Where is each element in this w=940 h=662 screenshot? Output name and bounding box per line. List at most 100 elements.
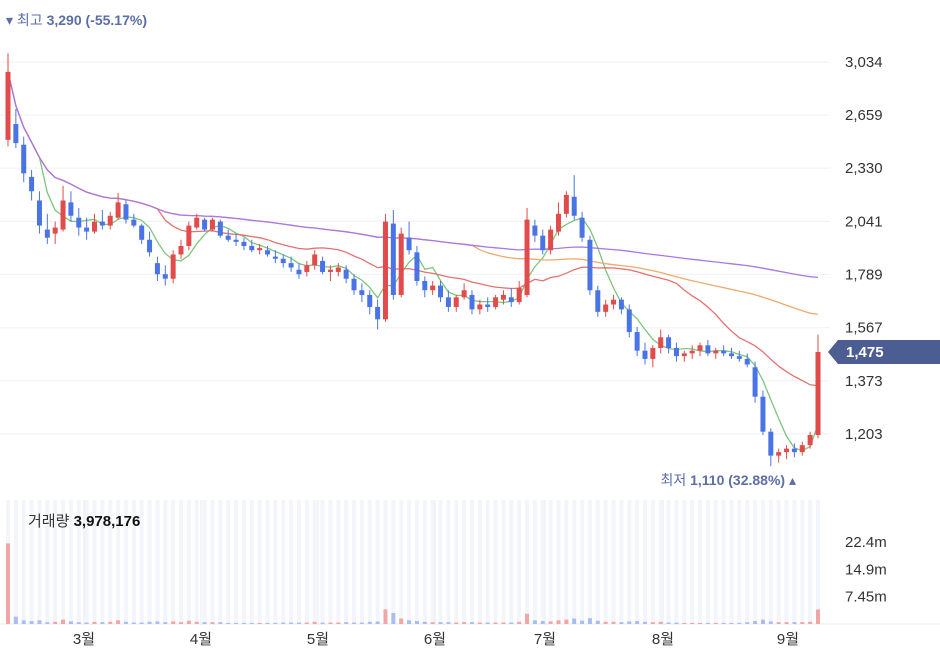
candle-body	[84, 227, 90, 232]
volume-stripe	[642, 500, 647, 624]
candle-body	[485, 304, 491, 307]
candle-body	[516, 287, 522, 303]
candle-body	[681, 353, 687, 357]
volume-stripe	[218, 500, 223, 624]
ma120-line	[7, 71, 819, 279]
volume-stripe	[76, 500, 81, 624]
volume-stripe	[603, 500, 608, 624]
volume-bar	[375, 621, 380, 624]
volume-bar	[603, 621, 608, 624]
volume-bar	[517, 621, 522, 624]
volume-bar	[179, 622, 184, 624]
volume-bar	[202, 622, 207, 624]
volume-bar	[808, 621, 813, 624]
volume-bar	[359, 622, 364, 624]
volume-bar	[548, 621, 553, 624]
volume-bar	[674, 622, 679, 624]
candle-body	[666, 337, 672, 348]
volume-stripe	[29, 500, 34, 624]
volume-bar	[642, 621, 647, 624]
month-label: 5월	[307, 631, 329, 648]
volume-bar	[580, 620, 585, 624]
candle-body	[791, 448, 797, 453]
volume-stripe	[312, 500, 317, 624]
volume-stripe	[501, 500, 506, 624]
candle-body	[390, 223, 396, 295]
volume-stripe	[320, 500, 325, 624]
volume-stripe	[721, 500, 726, 624]
volume-stripe	[352, 500, 357, 624]
volume-stripe	[147, 500, 152, 624]
volume-bar	[296, 622, 301, 624]
volume-stripe	[139, 500, 144, 624]
volume-bar	[226, 622, 231, 624]
volume-bar	[21, 620, 26, 624]
candle-body	[44, 229, 50, 238]
volume-bar	[68, 621, 73, 624]
volume-bar	[100, 622, 105, 624]
volume-bar	[186, 620, 191, 624]
volume-bar	[493, 622, 498, 624]
volume-bar	[564, 619, 569, 624]
volume-bar	[155, 621, 160, 624]
volume-bar	[666, 622, 671, 624]
volume-bar	[344, 622, 349, 624]
volume-bar	[116, 620, 121, 624]
volume-stripe	[391, 500, 396, 624]
volume-stripe	[627, 500, 632, 624]
volume-stripe	[108, 500, 113, 624]
volume-stripe	[289, 500, 294, 624]
volume-stripe	[344, 500, 349, 624]
candle-body	[115, 202, 121, 218]
candle-body	[650, 347, 656, 359]
candle-body	[500, 294, 506, 300]
candle-body	[131, 219, 137, 226]
volume-bar	[304, 622, 309, 624]
volume-stripe	[249, 500, 254, 624]
volume-stripe	[100, 500, 105, 624]
price-tick-label: 1,373	[845, 373, 883, 390]
volume-bar	[336, 622, 341, 624]
volume-stripe	[399, 500, 404, 624]
volume-stripe	[171, 500, 176, 624]
volume-stripe	[202, 500, 207, 624]
volume-bar	[682, 622, 687, 624]
volume-stripe	[438, 500, 443, 624]
volume-bar	[650, 622, 655, 624]
volume-stripe	[155, 500, 160, 624]
volume-stripe	[375, 500, 380, 624]
volume-stripe	[273, 500, 278, 624]
volume-bar	[352, 622, 357, 624]
high-value: 3,290	[46, 12, 82, 28]
month-label: 7월	[534, 631, 556, 648]
candle-body	[524, 219, 530, 295]
candle-body	[705, 345, 711, 354]
volume-bar	[249, 622, 254, 624]
candle-body	[272, 256, 278, 259]
volume-stripe	[517, 500, 522, 624]
volume-bar	[289, 622, 294, 624]
candle-body	[587, 239, 593, 291]
volume-bar	[525, 613, 530, 624]
volume-bar	[76, 622, 81, 624]
candle-body	[186, 225, 192, 246]
candle-body	[304, 265, 310, 272]
volume-stripe	[265, 500, 270, 624]
candle-body	[438, 285, 444, 298]
volume-bar	[611, 621, 616, 624]
candle-body	[736, 356, 742, 359]
candle-body	[414, 252, 420, 281]
candle-body	[76, 217, 82, 228]
candle-body	[241, 241, 247, 246]
volume-bar	[619, 622, 624, 624]
candle-body	[233, 239, 239, 242]
volume-bar	[123, 621, 128, 624]
price-tick-label: 1,203	[845, 426, 883, 443]
volume-bar	[572, 618, 577, 624]
candle-body	[359, 290, 365, 295]
candle-body	[563, 194, 569, 214]
volume-bar	[446, 622, 451, 624]
candle-body	[280, 258, 286, 264]
volume-stripe	[556, 500, 561, 624]
candle-body	[658, 337, 664, 348]
